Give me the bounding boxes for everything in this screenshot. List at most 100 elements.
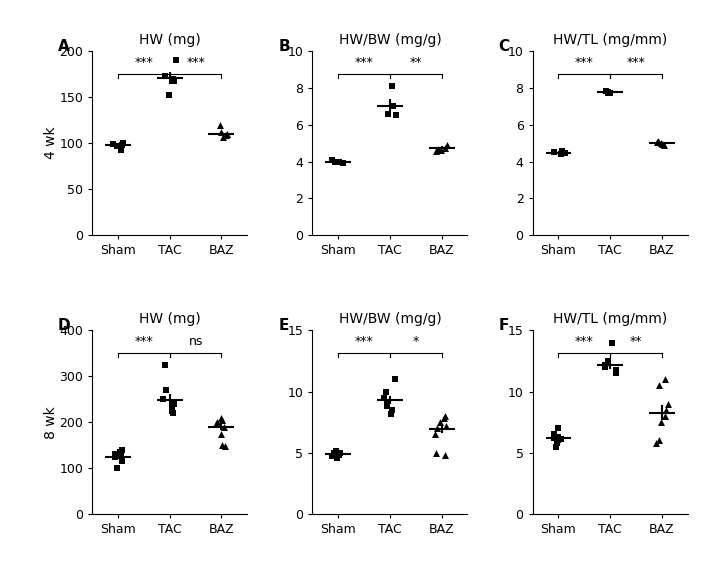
Y-axis label: 4 wk: 4 wk [44,127,58,159]
Point [167,406,178,415]
Point [163,91,174,100]
Title: HW (mg): HW (mg) [139,34,201,47]
Text: ***: *** [575,56,593,69]
Point [552,436,564,445]
Point [389,375,401,384]
Title: HW/TL (mg/mm): HW/TL (mg/mm) [553,34,667,47]
Point [333,449,345,459]
Point [211,420,222,429]
Text: E: E [278,317,289,332]
Point [159,71,170,81]
Text: ***: *** [135,56,153,69]
Point [160,385,172,395]
Point [218,422,229,431]
Point [379,393,390,402]
Point [439,451,450,460]
Point [217,415,228,424]
Title: HW (mg): HW (mg) [139,312,201,327]
Text: ***: *** [186,56,205,69]
Point [168,399,179,408]
Point [117,139,128,148]
Point [432,144,443,153]
Point [167,404,178,413]
Text: **: ** [630,335,642,348]
Point [382,109,393,118]
Point [111,142,123,151]
Point [548,430,559,439]
Title: HW/BW (mg/g): HW/BW (mg/g) [339,34,441,47]
Point [168,76,179,85]
Point [331,450,342,459]
Text: D: D [58,317,71,332]
Point [599,360,610,369]
Point [441,140,452,150]
Point [116,140,128,150]
Point [330,447,341,456]
Point [430,448,442,457]
Point [117,455,128,464]
Point [653,381,664,390]
Point [553,432,564,441]
Text: F: F [498,317,509,332]
Point [329,448,340,457]
Point [662,399,674,408]
Point [652,138,663,147]
Point [333,451,345,460]
Text: **: ** [410,56,422,69]
Point [381,399,393,408]
Point [388,102,399,111]
Point [552,424,564,433]
Point [111,464,122,473]
Point [116,457,128,466]
Point [653,436,664,445]
Point [168,408,179,417]
Point [610,365,622,374]
Point [216,413,227,422]
Point [333,158,345,167]
Point [659,412,671,421]
Text: B: B [278,39,290,54]
Point [110,452,121,461]
Point [551,439,562,448]
Point [550,442,562,451]
Text: C: C [498,39,510,54]
Point [651,439,662,448]
Point [221,130,233,139]
Point [327,155,338,164]
Point [326,452,337,461]
Point [601,86,612,95]
Point [170,55,182,64]
Point [548,148,559,157]
Point [216,429,227,438]
Point [217,440,228,449]
Point [603,88,614,97]
Point [115,448,126,457]
Point [160,360,171,369]
Point [656,417,667,427]
Text: ***: *** [575,335,593,348]
Point [430,430,441,439]
Point [440,412,451,421]
Point [652,136,664,146]
Text: ***: *** [354,56,374,69]
Point [335,448,346,457]
Point [435,146,447,155]
Point [440,421,452,431]
Point [329,157,340,166]
Point [115,145,126,154]
Point [386,82,397,91]
Point [435,417,446,427]
Point [381,401,393,411]
Text: A: A [58,39,69,54]
Point [438,414,450,423]
Text: ***: *** [627,56,645,69]
Point [107,139,118,148]
Point [337,159,348,168]
Point [430,147,441,156]
Point [214,120,225,130]
Text: ***: *** [135,335,153,348]
Point [109,450,121,459]
Point [432,424,443,433]
Point [659,375,670,384]
Point [604,89,615,98]
